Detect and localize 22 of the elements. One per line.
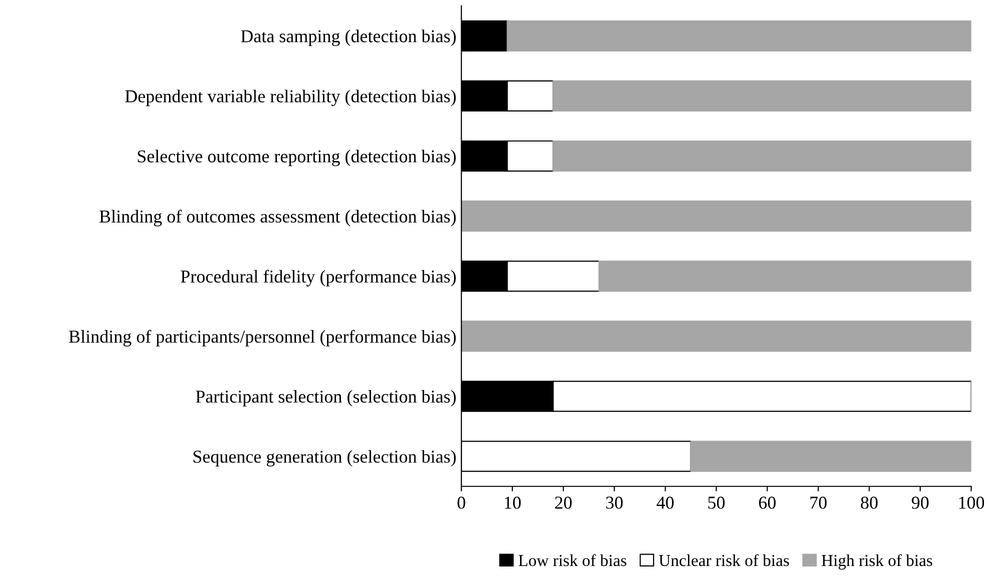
y-tick-label: Selective outcome reporting (detection bias) [138,150,456,166]
y-tick-label: Dependent variable reliability (detection bias) [125,90,456,106]
y-tick-label: Participant selection (selection bias) [196,390,456,406]
x-tick-label: 80 [860,496,878,509]
y-tick-label: Sequence generation (selection bias) [194,450,456,467]
legend-label: Low risk of bias [518,554,626,566]
x-tick-label: 100 [959,496,984,509]
x-tick-label: 50 [708,496,725,509]
x-tick-label: 30 [606,496,623,509]
y-tick-label: Data samping (detection bias) [240,30,456,46]
x-tick-label: 20 [555,496,572,509]
y-tick-label: Blinding of outcomes assessment (detection bias) [100,210,456,226]
y-tick-label: Blinding of participants/personnel (performance bias) [68,330,456,346]
x-tick-label: 60 [759,496,776,509]
y-tick-label: Procedural fidelity (performance bias) [180,270,456,286]
x-tick-label: 40 [656,496,674,509]
x-tick-label: 70 [810,496,827,509]
x-tick-label: 0 [458,496,466,509]
x-tick-label: 10 [504,496,521,509]
legend-label: High risk of bias [822,554,932,570]
legend-label: Unclear risk of bias [658,554,789,566]
x-tick-label: 90 [912,496,929,509]
